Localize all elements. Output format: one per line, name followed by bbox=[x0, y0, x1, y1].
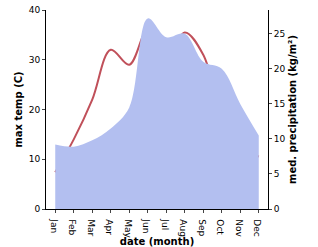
svg-text:Aug: Aug bbox=[178, 219, 188, 237]
svg-text:0: 0 bbox=[274, 204, 280, 214]
svg-text:10: 10 bbox=[29, 154, 41, 164]
svg-text:May: May bbox=[123, 219, 133, 238]
svg-text:30: 30 bbox=[29, 55, 41, 65]
svg-text:med. precipitation (kg/m²): med. precipitation (kg/m²) bbox=[287, 35, 298, 184]
svg-text:date (month): date (month) bbox=[120, 236, 194, 247]
svg-text:Feb: Feb bbox=[67, 219, 77, 235]
svg-text:Jun: Jun bbox=[141, 218, 151, 233]
svg-text:40: 40 bbox=[29, 5, 41, 15]
svg-text:Sep: Sep bbox=[197, 219, 207, 236]
svg-text:Jan: Jan bbox=[49, 218, 59, 233]
svg-text:Jul: Jul bbox=[160, 218, 170, 230]
svg-text:max temp (C): max temp (C) bbox=[13, 71, 24, 147]
svg-text:5: 5 bbox=[274, 169, 280, 179]
svg-text:10: 10 bbox=[274, 134, 286, 144]
svg-text:Oct: Oct bbox=[215, 219, 225, 235]
svg-text:0: 0 bbox=[34, 204, 40, 214]
svg-text:Mar: Mar bbox=[86, 219, 96, 236]
svg-text:20: 20 bbox=[29, 105, 41, 115]
svg-text:Apr: Apr bbox=[104, 219, 114, 235]
svg-text:Dec: Dec bbox=[252, 219, 262, 236]
svg-text:20: 20 bbox=[274, 64, 286, 74]
svg-text:25: 25 bbox=[274, 29, 285, 39]
svg-text:Nov: Nov bbox=[234, 219, 244, 237]
svg-text:15: 15 bbox=[274, 99, 285, 109]
